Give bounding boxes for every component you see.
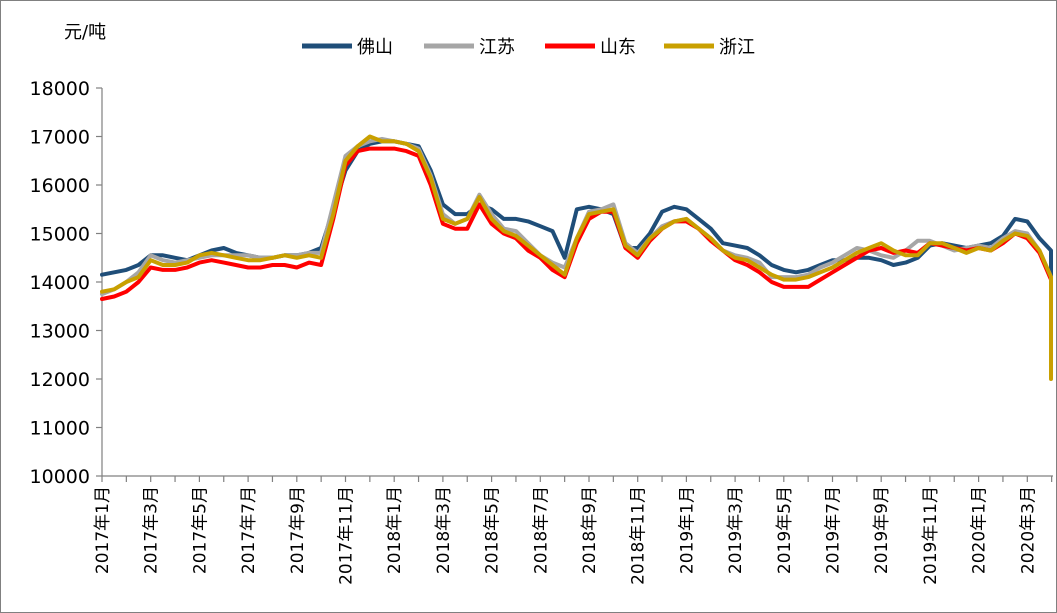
x-tick-label: 2018年3月 <box>434 486 454 574</box>
y-unit-label: 元/吨 <box>64 22 106 43</box>
x-axis: 2017年1月 2017年3月 2017年5月 2017年7月 2017年9月 2017年… <box>93 475 1053 585</box>
x-tick-label: 2017年7月 <box>239 486 259 574</box>
x-tick-label: 2018年1月 <box>385 486 405 574</box>
y-tick-label: 17000 <box>30 127 90 149</box>
legend-label: 江苏 <box>479 37 515 58</box>
x-tick-label: 2020年3月 <box>1018 486 1038 574</box>
x-tick-label: 2017年1月 <box>93 486 113 574</box>
y-tick-label: 12000 <box>30 369 90 391</box>
x-tick-label: 2019年7月 <box>824 486 844 574</box>
y-tick-label: 14000 <box>30 272 90 294</box>
x-tick-label: 2018年11月 <box>629 486 649 585</box>
series-line-3 <box>100 134 1053 381</box>
y-tick-label: 10000 <box>30 466 90 488</box>
x-tick-label: 2018年9月 <box>580 486 600 574</box>
y-tick-label: 18000 <box>30 78 90 100</box>
x-tick-label: 2017年11月 <box>337 486 357 585</box>
y-tick-label: 15000 <box>30 224 90 246</box>
x-tick-label: 2019年11月 <box>921 486 941 585</box>
y-tick-label: 11000 <box>30 418 90 440</box>
legend-label: 佛山 <box>357 37 393 58</box>
x-tick-label: 2017年9月 <box>288 486 308 574</box>
x-tick-label: 2019年5月 <box>775 486 795 574</box>
x-tick-label: 2018年7月 <box>531 486 551 574</box>
x-tick-label: 2019年9月 <box>872 486 892 574</box>
legend-label: 山东 <box>600 37 636 58</box>
legend: 佛山 江苏 山东 浙江 <box>302 37 755 58</box>
legend-label: 浙江 <box>719 37 755 58</box>
x-tick-label: 2019年1月 <box>677 486 697 574</box>
x-tick-label: 2017年3月 <box>142 486 162 574</box>
x-tick-label: 2017年5月 <box>190 486 210 574</box>
y-axis: 18000 17000 16000 15000 14000 13000 12000 11000… <box>30 78 103 488</box>
plot-area <box>100 134 1053 381</box>
y-tick-label: 16000 <box>30 175 90 197</box>
x-tick-label: 2018年5月 <box>483 486 503 574</box>
x-tick-label: 2020年1月 <box>970 486 990 574</box>
y-tick-label: 13000 <box>30 321 90 343</box>
x-tick-label: 2019年3月 <box>726 486 746 574</box>
